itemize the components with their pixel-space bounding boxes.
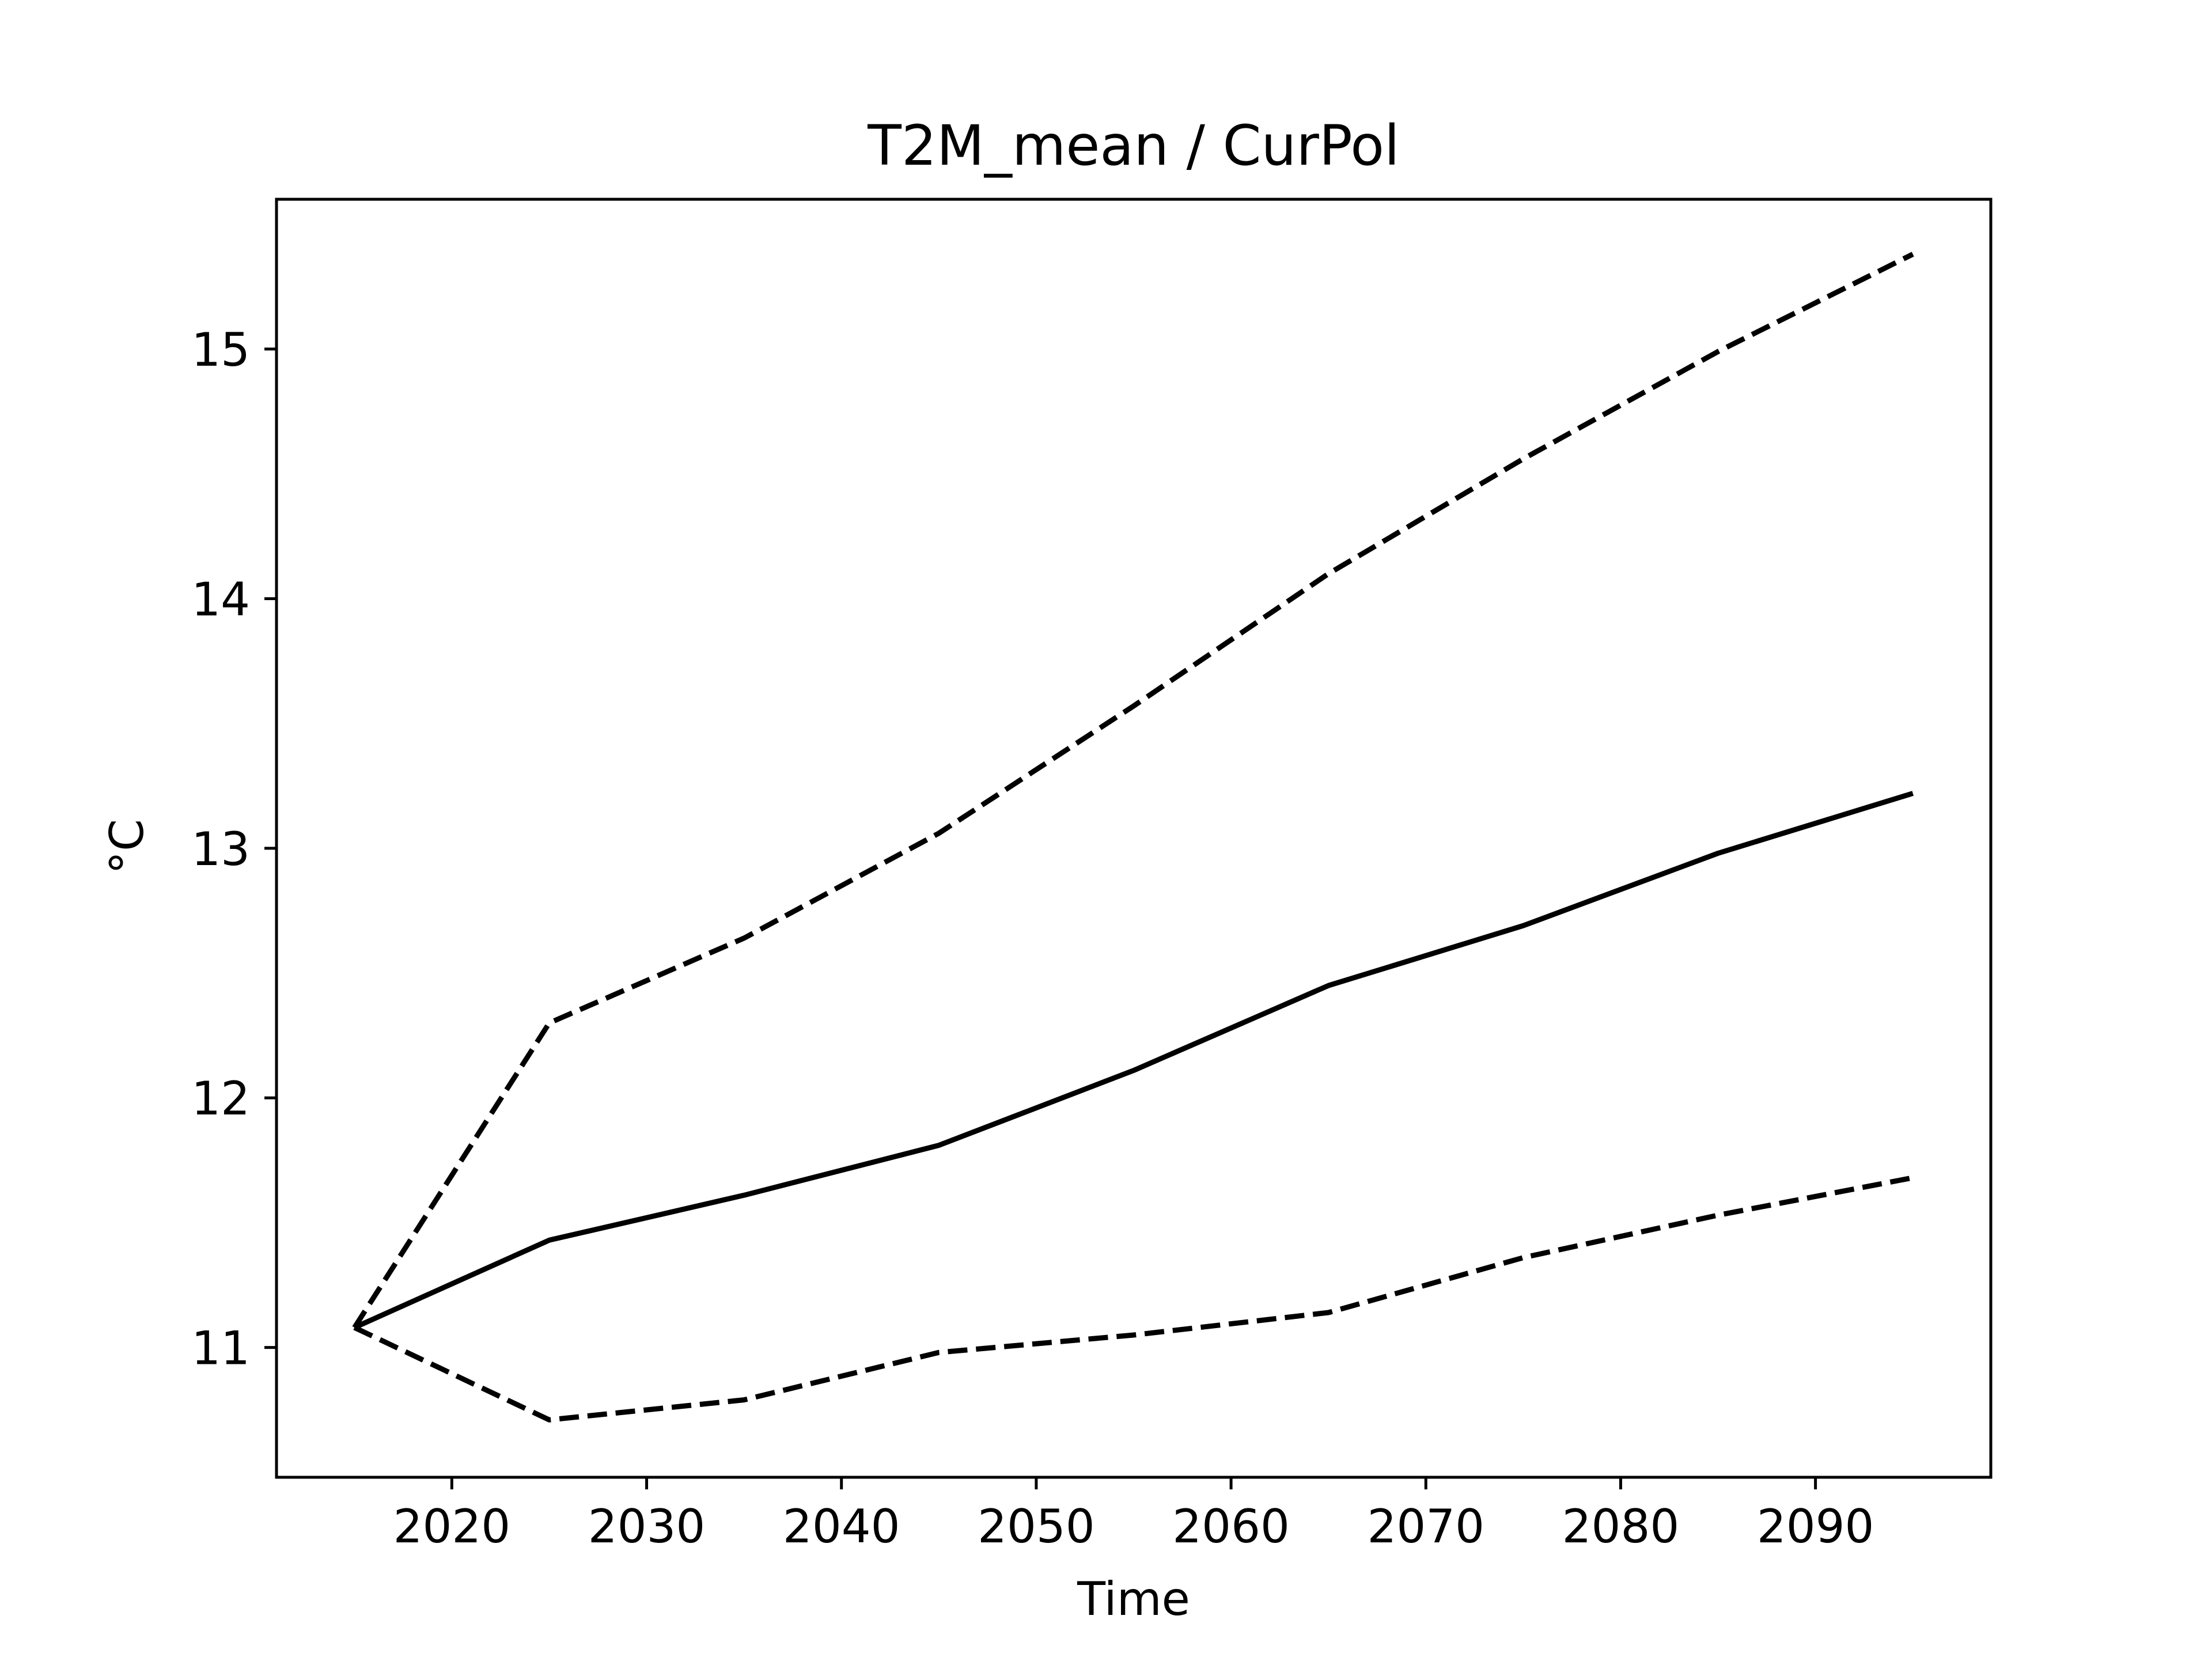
series-line-1 — [353, 791, 1914, 1330]
y-tick-label: 12 — [191, 1072, 250, 1125]
series-line-0 — [352, 252, 1914, 1329]
x-tick-label: 2060 — [1172, 1500, 1290, 1553]
x-tick-label: 2020 — [393, 1500, 511, 1553]
y-tick-label: 11 — [191, 1322, 250, 1375]
x-tick-label: 2070 — [1367, 1500, 1484, 1553]
x-tick-label: 2040 — [783, 1500, 900, 1553]
x-tick-label: 2080 — [1562, 1500, 1680, 1553]
x-tick-label: 2090 — [1757, 1500, 1874, 1553]
x-axis: 2020 2030 2040 2050 2060 2070 2080 2090 — [393, 1477, 1874, 1553]
plot-frame — [275, 198, 1993, 1479]
x-tick-label: 2030 — [588, 1500, 706, 1553]
series-layer — [352, 252, 1914, 1423]
y-tick-label: 14 — [191, 572, 250, 626]
y-tick-label: 13 — [191, 822, 250, 876]
y-axis: 11 12 13 14 15 — [191, 323, 276, 1375]
series-line-2 — [353, 1175, 1914, 1423]
x-tick-label: 2050 — [978, 1500, 1095, 1553]
x-axis-label: Time — [1077, 1572, 1190, 1626]
y-axis-label: °C — [100, 819, 154, 874]
y-tick-label: 15 — [191, 323, 250, 377]
chart-title: T2M_mean / CurPol — [867, 113, 1399, 178]
